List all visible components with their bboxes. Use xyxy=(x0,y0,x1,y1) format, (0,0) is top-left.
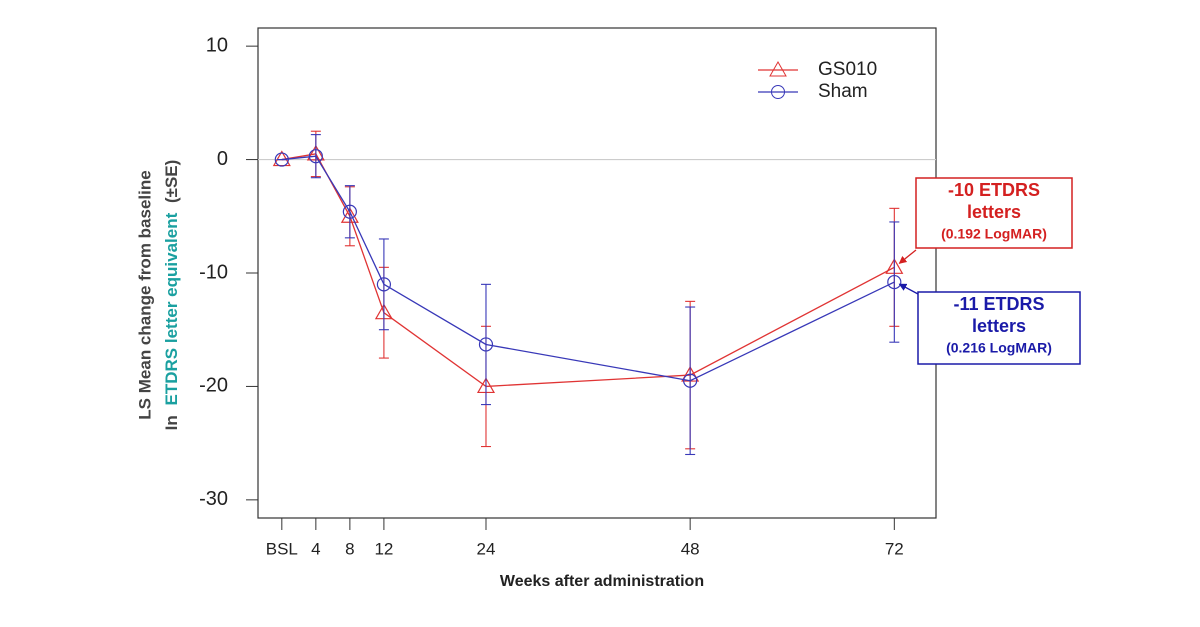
annotation-box xyxy=(915,177,1073,249)
annotation-arrow xyxy=(898,283,919,295)
annotation-text: -10 ETDRS xyxy=(948,180,1040,200)
y-tick-label: -30 xyxy=(199,488,228,510)
annotation-box xyxy=(917,291,1081,365)
annotation-text: letters xyxy=(972,316,1026,336)
x-tick-label: 12 xyxy=(374,539,393,558)
legend-marker xyxy=(771,85,785,99)
series-line xyxy=(281,153,895,388)
y-tick-label: -20 xyxy=(199,375,228,397)
y-label-highlight: ETDRS letter equivalent xyxy=(162,212,181,405)
legend-label: Sham xyxy=(818,81,868,102)
y-tick-label: 0 xyxy=(217,148,228,170)
x-tick-label: 48 xyxy=(681,539,700,558)
x-tick-label: 72 xyxy=(885,539,904,558)
marker xyxy=(274,152,289,167)
x-tick-label: BSL xyxy=(266,539,298,558)
marker xyxy=(887,274,902,290)
legend-marker xyxy=(769,60,787,77)
marker xyxy=(683,373,698,388)
x-axis-label: Weeks after administration xyxy=(500,573,704,590)
annotation-text: (0.192 LogMAR) xyxy=(941,226,1047,242)
x-tick-label: 8 xyxy=(345,539,354,558)
y-tick-label: -10 xyxy=(199,261,228,283)
y-label-part: (±SE) xyxy=(162,160,181,203)
legend-label: GS010 xyxy=(818,59,877,80)
marker xyxy=(308,149,323,164)
y-tick-label: 10 xyxy=(206,34,228,56)
y-axis-label: In ETDRS letter equivalent (±SE) xyxy=(162,160,181,431)
annotation-arrow xyxy=(898,249,917,264)
y-axis-label: LS Mean change from baseline xyxy=(135,170,154,419)
marker xyxy=(376,277,392,292)
annotation-text: (0.216 LogMAR) xyxy=(946,340,1052,356)
annotation-text: -11 ETDRS xyxy=(953,294,1044,314)
x-tick-label: 4 xyxy=(311,539,320,558)
y-label-part: In xyxy=(162,415,181,430)
annotation-text: letters xyxy=(967,202,1021,222)
series-line xyxy=(281,155,895,382)
marker xyxy=(478,337,494,352)
x-tick-label: 24 xyxy=(477,539,496,558)
marker xyxy=(342,204,357,219)
